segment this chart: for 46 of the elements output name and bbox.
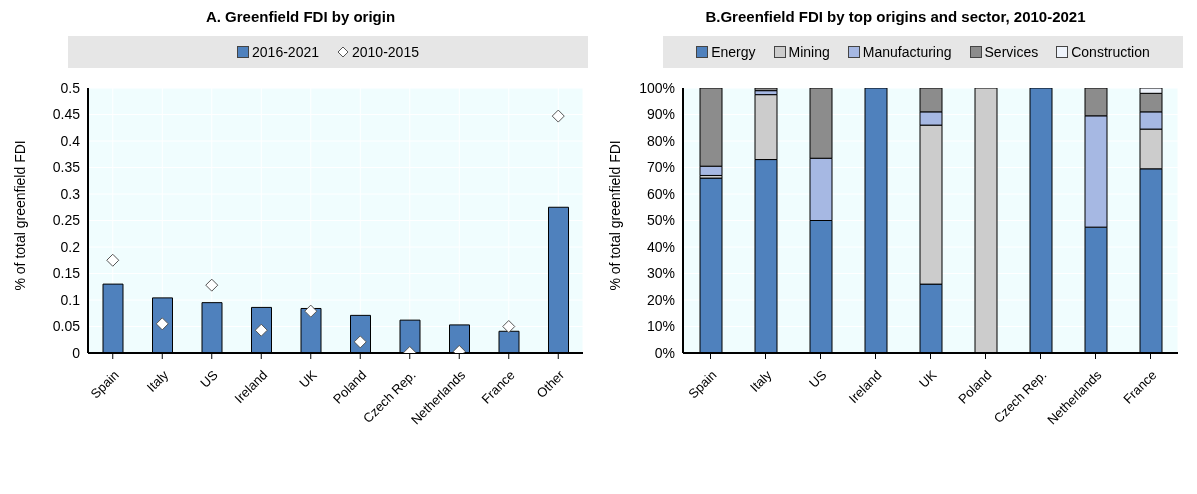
- y-tick-label: 0.4: [60, 132, 81, 149]
- y-tick-label: 0%: [654, 344, 675, 361]
- point: [353, 335, 367, 349]
- y-axis-title: % of total greenfield FDI: [606, 140, 623, 291]
- y-tick-label: 10%: [646, 318, 675, 335]
- y-tick-label: 40%: [646, 238, 675, 255]
- x-tick-label: US: [197, 367, 221, 391]
- y-tick-label: 0.2: [60, 238, 81, 255]
- x-tick-label: Italy: [746, 366, 775, 395]
- x-tick-label: Italy: [143, 366, 172, 395]
- x-tick-label: UK: [296, 367, 320, 391]
- y-axis-title: % of total greenfield FDI: [11, 140, 28, 291]
- y-tick-label: 0.15: [52, 265, 81, 282]
- point: [551, 109, 565, 123]
- series-label: Construction: [1070, 44, 1150, 60]
- y-tick-label: 0: [72, 344, 81, 361]
- y-tick-label: 20%: [646, 291, 675, 308]
- chart-title: A. Greenfield FDI by origin: [204, 8, 397, 27]
- legend-label: Manufacturing: [861, 44, 952, 60]
- y-tick-label: 30%: [646, 265, 675, 282]
- y-tick-label: 60%: [646, 185, 675, 202]
- bar: [754, 88, 778, 92]
- y-tick-label: 70%: [646, 159, 675, 176]
- legend-label: 2010-2015: [351, 44, 419, 60]
- y-tick-label: 90%: [646, 106, 675, 123]
- legend-label: Mining: [787, 44, 830, 60]
- y-tick-label: 80%: [646, 132, 675, 149]
- legend-label: Energy: [710, 44, 756, 60]
- x-tick-label: US: [806, 367, 830, 391]
- point: [502, 320, 516, 333]
- y-tick-label: 0.05: [52, 318, 81, 335]
- point: [205, 278, 219, 292]
- y-tick-label: 0.35: [52, 159, 81, 176]
- y-tick-label: 0.45: [52, 106, 81, 123]
- x-tick-label: UK: [916, 367, 940, 391]
- point: [304, 304, 318, 318]
- y-tick-label: 0.1: [60, 291, 81, 308]
- y-tick-label: 100%: [639, 79, 675, 96]
- legend-label: Services: [983, 44, 1039, 60]
- chart-title: B.Greenfield FDI by top origins and sector, 2010-2021: [704, 8, 1087, 27]
- y-tick-label: 0.5: [60, 79, 81, 96]
- y-tick-label: 0.3: [60, 185, 81, 202]
- y-tick-label: 50%: [646, 212, 675, 229]
- y-tick-label: 0.25: [52, 212, 81, 229]
- point: [106, 253, 120, 267]
- legend-label: 2016-2021: [251, 44, 319, 60]
